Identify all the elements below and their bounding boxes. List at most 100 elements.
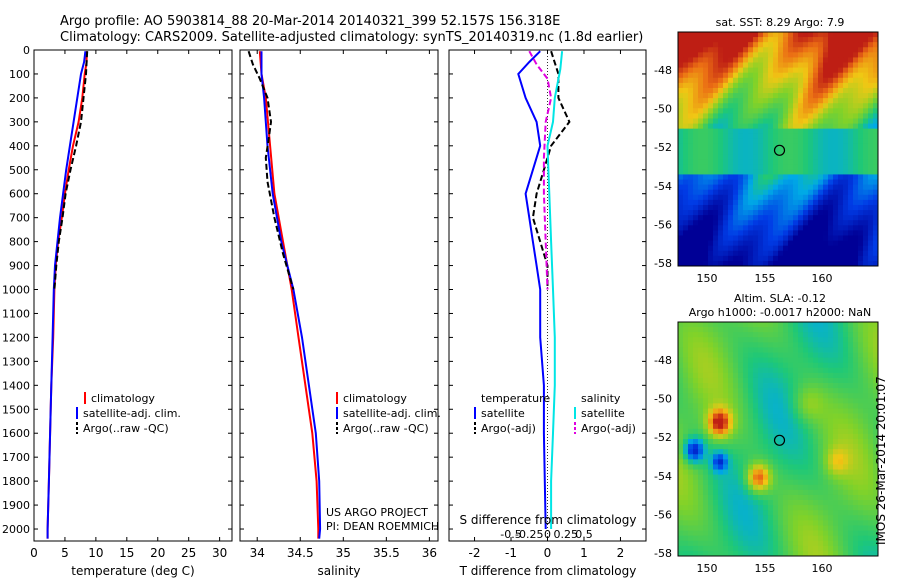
sla-cell <box>693 433 699 440</box>
sst-field <box>678 32 879 267</box>
sla-cell <box>753 454 759 460</box>
sst-cell <box>773 220 779 226</box>
sla-cell <box>778 383 784 389</box>
sst-cell <box>873 174 879 180</box>
sla-cell <box>778 347 784 353</box>
sla-cell <box>773 454 779 460</box>
sla-cell <box>678 459 684 465</box>
sst-cell <box>703 82 709 89</box>
sla-cell <box>828 347 834 353</box>
sla-cell <box>853 367 859 374</box>
sla-cell <box>743 398 749 404</box>
sla-cell <box>743 428 749 435</box>
sla-cell <box>833 403 839 409</box>
sla-cell <box>788 433 794 440</box>
sla-cell <box>788 469 794 476</box>
sla-cell <box>753 362 759 369</box>
sla-cell <box>708 372 714 379</box>
sla-cell <box>853 510 859 516</box>
sst-cell <box>728 189 734 196</box>
sla-cell <box>848 352 854 359</box>
sst-cell <box>823 32 829 38</box>
sst-cell <box>803 199 809 206</box>
sst-cell <box>868 240 874 247</box>
sst-cell <box>873 57 879 63</box>
sla-cell <box>848 444 854 450</box>
sst-cell <box>818 108 824 114</box>
sst-cell <box>803 174 809 180</box>
sst-cell <box>683 72 689 79</box>
sst-cell <box>833 143 839 150</box>
sla-cell <box>798 388 804 394</box>
sst-cell <box>838 240 844 247</box>
sst-cell <box>728 169 734 175</box>
sla-cell <box>873 449 879 455</box>
sst-cell <box>793 42 799 48</box>
sla-cell <box>728 469 734 476</box>
sst-cell <box>698 174 704 180</box>
sst-cell <box>758 220 764 226</box>
sst-cell <box>738 199 744 206</box>
sst-cell <box>678 42 684 48</box>
sla-cell <box>753 398 759 404</box>
sla-cell <box>723 525 729 531</box>
sla-cell <box>823 367 829 374</box>
sla-cell <box>833 515 839 521</box>
sst-cell <box>783 204 789 211</box>
sla-cell <box>738 393 744 399</box>
sla-cell <box>838 444 844 450</box>
sst-cell <box>843 230 849 236</box>
sla-cell <box>703 428 709 435</box>
sla-cell <box>748 342 754 348</box>
sla-cell <box>738 510 744 516</box>
sst-cell <box>783 245 789 252</box>
sla-cell <box>868 510 874 516</box>
sla-cell <box>823 525 829 531</box>
sst-cell <box>703 204 709 211</box>
sst-cell <box>738 215 744 221</box>
sst-cell <box>758 174 764 180</box>
sla-cell <box>723 327 729 333</box>
sst-cell <box>818 169 824 175</box>
sla-cell <box>808 525 814 531</box>
sla-cell <box>858 322 864 328</box>
sst-cell <box>863 82 869 89</box>
sst-cell <box>788 72 794 79</box>
sla-cell <box>858 337 864 343</box>
sst-cell <box>728 98 734 104</box>
sst-cell <box>833 154 839 160</box>
sst-cell <box>708 138 714 145</box>
sst-cell <box>778 77 784 84</box>
sla-cell <box>848 337 854 343</box>
sst-cell <box>853 235 859 241</box>
sla-cell <box>688 510 694 516</box>
sst-cell <box>683 133 689 140</box>
sla-cell <box>743 500 749 506</box>
sst-cell <box>843 118 849 124</box>
sst-cell <box>698 194 704 201</box>
sst-cell <box>848 215 854 221</box>
sla-cell <box>678 367 684 374</box>
sst-cell <box>748 98 754 104</box>
sst-cell <box>753 118 759 124</box>
sst-cell <box>823 62 829 69</box>
sst-cell <box>773 67 779 74</box>
sst-cell <box>753 103 759 109</box>
sst-cell <box>763 72 769 79</box>
sla-cell <box>763 347 769 353</box>
sla-cell <box>813 474 819 481</box>
sst-cell <box>683 230 689 236</box>
sla-cell <box>743 535 749 542</box>
sst-cell <box>798 52 804 58</box>
sst-cell <box>738 57 744 63</box>
sst-cell <box>708 133 714 140</box>
sst-cell <box>843 179 849 186</box>
sst-cell <box>803 37 809 43</box>
sla-cell <box>773 377 779 384</box>
latitude-label: -52 <box>654 431 672 444</box>
sst-cell <box>793 204 799 211</box>
sst-cell <box>863 128 869 135</box>
sst-cell <box>743 204 749 211</box>
sst-cell <box>833 133 839 140</box>
sla-cell <box>688 489 694 496</box>
